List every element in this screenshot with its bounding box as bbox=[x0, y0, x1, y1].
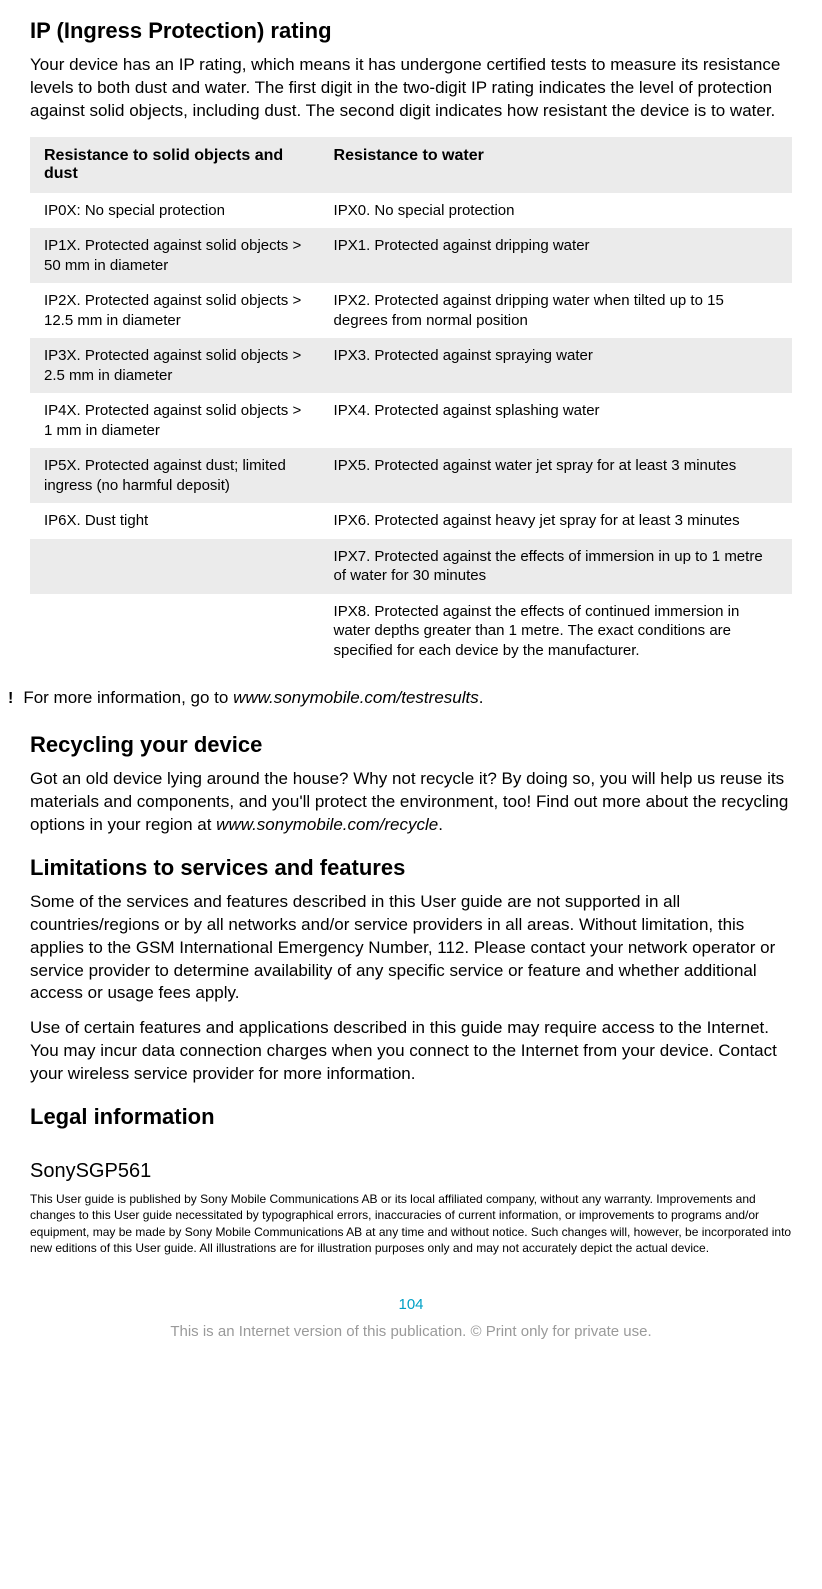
table-row: IP0X: No special protectionIPX0. No spec… bbox=[30, 193, 792, 229]
legal-model: SonySGP561 bbox=[30, 1160, 792, 1183]
table-cell: IPX4. Protected against splashing water bbox=[320, 393, 792, 448]
table-cell: IPX2. Protected against dripping water w… bbox=[320, 283, 792, 338]
table-row: IP2X. Protected against solid objects > … bbox=[30, 283, 792, 338]
ip-table-header-water: Resistance to water bbox=[320, 137, 792, 193]
document-page: IP (Ingress Protection) rating Your devi… bbox=[0, 18, 822, 1380]
limitations-heading: Limitations to services and features bbox=[30, 855, 792, 881]
page-number: 104 bbox=[30, 1296, 792, 1313]
note-prefix: For more information, go to bbox=[23, 688, 233, 707]
ip-table-header-dust: Resistance to solid objects and dust bbox=[30, 137, 320, 193]
legal-heading: Legal information bbox=[30, 1104, 792, 1130]
recycling-link[interactable]: www.sonymobile.com/recycle bbox=[216, 815, 438, 834]
recycling-heading: Recycling your device bbox=[30, 732, 792, 758]
page-footer: 104 This is an Internet version of this … bbox=[30, 1296, 792, 1340]
table-row: IPX8. Protected against the effects of c… bbox=[30, 594, 792, 669]
table-row: IP1X. Protected against solid objects > … bbox=[30, 228, 792, 283]
ip-paragraph: Your device has an IP rating, which mean… bbox=[30, 54, 792, 123]
table-cell: IPX7. Protected against the effects of i… bbox=[320, 539, 792, 594]
ip-table-body: IP0X: No special protectionIPX0. No spec… bbox=[30, 193, 792, 669]
ip-heading: IP (Ingress Protection) rating bbox=[30, 18, 792, 44]
ip-table: Resistance to solid objects and dust Res… bbox=[30, 137, 792, 669]
note-suffix: . bbox=[479, 688, 484, 707]
table-cell: IP4X. Protected against solid objects > … bbox=[30, 393, 320, 448]
exclamation-icon: ! bbox=[8, 686, 13, 712]
footer-line: This is an Internet version of this publ… bbox=[30, 1323, 792, 1340]
info-note-text: For more information, go to www.sonymobi… bbox=[23, 686, 792, 710]
table-cell: IP1X. Protected against solid objects > … bbox=[30, 228, 320, 283]
table-cell: IP2X. Protected against solid objects > … bbox=[30, 283, 320, 338]
table-cell: IPX8. Protected against the effects of c… bbox=[320, 594, 792, 669]
table-cell bbox=[30, 594, 320, 669]
table-row: IP5X. Protected against dust; limited in… bbox=[30, 448, 792, 503]
limitations-paragraph-1: Some of the services and features descri… bbox=[30, 891, 792, 1006]
info-note: ! For more information, go to www.sonymo… bbox=[8, 686, 792, 712]
table-cell: IPX6. Protected against heavy jet spray … bbox=[320, 503, 792, 539]
legal-smallprint: This User guide is published by Sony Mob… bbox=[30, 1191, 792, 1256]
table-cell: IPX0. No special protection bbox=[320, 193, 792, 229]
table-row: IP4X. Protected against solid objects > … bbox=[30, 393, 792, 448]
table-row: IP3X. Protected against solid objects > … bbox=[30, 338, 792, 393]
table-cell: IP3X. Protected against solid objects > … bbox=[30, 338, 320, 393]
limitations-paragraph-2: Use of certain features and applications… bbox=[30, 1017, 792, 1086]
table-cell: IP0X: No special protection bbox=[30, 193, 320, 229]
recycling-paragraph: Got an old device lying around the house… bbox=[30, 768, 792, 837]
table-row: IP6X. Dust tightIPX6. Protected against … bbox=[30, 503, 792, 539]
table-cell: IPX1. Protected against dripping water bbox=[320, 228, 792, 283]
table-cell: IP6X. Dust tight bbox=[30, 503, 320, 539]
table-cell bbox=[30, 539, 320, 594]
table-cell: IPX3. Protected against spraying water bbox=[320, 338, 792, 393]
note-link[interactable]: www.sonymobile.com/testresults bbox=[233, 688, 479, 707]
table-cell: IPX5. Protected against water jet spray … bbox=[320, 448, 792, 503]
table-cell: IP5X. Protected against dust; limited in… bbox=[30, 448, 320, 503]
recycling-suffix: . bbox=[438, 815, 443, 834]
table-row: IPX7. Protected against the effects of i… bbox=[30, 539, 792, 594]
